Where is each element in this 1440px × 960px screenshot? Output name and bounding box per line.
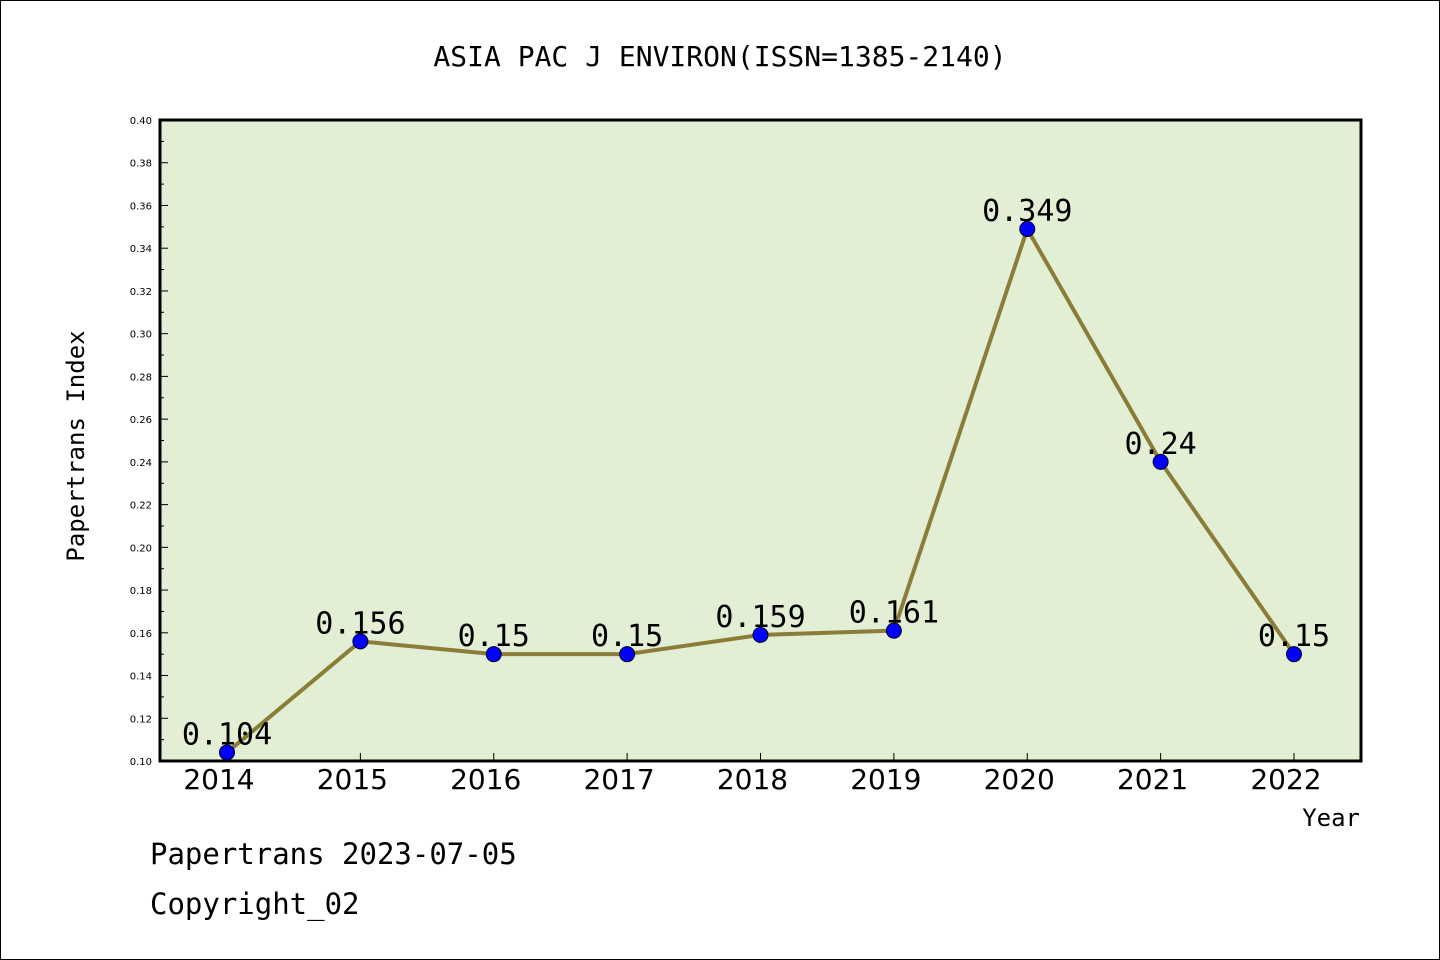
x-tick-label: 2017	[583, 763, 654, 796]
data-label: 0.159	[715, 600, 805, 635]
footer-copyright: Copyright_02	[150, 887, 360, 922]
data-label: 0.349	[982, 194, 1072, 229]
y-tick-label: 0.24	[130, 458, 152, 469]
y-tick-label: 0.28	[130, 372, 152, 383]
y-tick-label: 0.10	[130, 757, 152, 768]
data-label: 0.24	[1125, 427, 1197, 462]
data-point	[885, 622, 902, 639]
data-point	[1152, 453, 1169, 470]
x-tick-label: 2016	[450, 763, 521, 796]
data-label: 0.104	[182, 717, 272, 752]
data-label: 0.156	[315, 606, 405, 641]
y-tick-label: 0.32	[130, 287, 152, 298]
x-tick-label: 2022	[1250, 763, 1321, 796]
x-axis-label: Year	[1302, 804, 1360, 832]
x-tick-label: 2019	[850, 763, 921, 796]
x-tick-label: 2018	[717, 763, 788, 796]
series-line	[219, 220, 1302, 761]
data-point	[485, 646, 502, 663]
data-point	[752, 626, 769, 643]
y-axis-label: Papertrans Index	[62, 330, 90, 561]
data-label: 0.15	[458, 619, 530, 654]
chart-title: ASIA PAC J ENVIRON(ISSN=1385-2140)	[433, 40, 1006, 73]
data-label: 0.15	[591, 619, 663, 654]
y-tick-label: 0.34	[130, 244, 152, 255]
data-label: 0.15	[1258, 619, 1330, 654]
y-tick-label: 0.22	[130, 501, 152, 512]
data-point	[219, 744, 235, 761]
footer-date: Papertrans 2023-07-05	[150, 837, 517, 871]
y-tick-label: 0.38	[130, 159, 152, 170]
y-tick-label: 0.40	[130, 116, 152, 127]
x-tick-label: 2014	[183, 763, 254, 796]
x-axis: 2014 2015 2016 2017 2018 2019 2020 2021 2022	[183, 753, 1322, 796]
y-tick-label: 0.18	[130, 586, 152, 597]
y-tick-label: 0.36	[130, 201, 152, 212]
x-tick-label: 2015	[317, 763, 388, 796]
data-point	[1286, 646, 1302, 663]
y-tick-label: 0.14	[130, 672, 152, 683]
x-tick-label: 2020	[984, 763, 1055, 796]
x-tick-label: 2021	[1117, 763, 1188, 796]
y-tick-label: 0.16	[130, 629, 152, 640]
data-label: 0.161	[849, 596, 939, 631]
data-point	[352, 633, 369, 650]
y-axis: 0.10 0.12 0.14 0.16 0.18 0.20 0.22 0.24 0.26 0.28…	[130, 116, 168, 768]
y-tick-label: 0.12	[130, 714, 152, 725]
data-point	[1019, 220, 1036, 237]
y-tick-label: 0.30	[130, 330, 152, 341]
y-tick-label: 0.20	[130, 543, 152, 554]
data-labels: 0.104 0.156 0.15 0.15 0.159 0.161 0.349 0.24 0.1…	[182, 194, 1330, 752]
data-point	[619, 646, 636, 663]
y-tick-label: 0.26	[130, 415, 152, 426]
plot-area	[158, 118, 1363, 763]
